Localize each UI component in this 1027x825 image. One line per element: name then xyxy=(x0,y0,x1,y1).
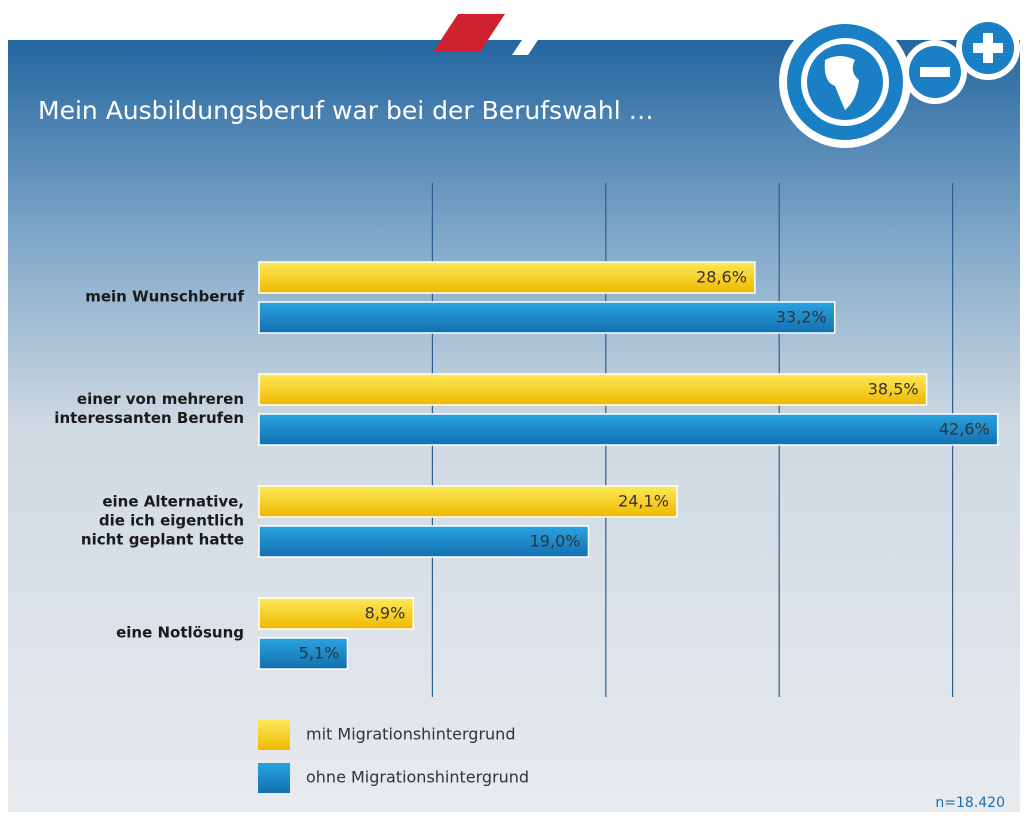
chart-title: Mein Ausbildungsberuf war bei der Berufs… xyxy=(38,96,654,125)
bar xyxy=(258,597,415,630)
category-label: eine Notlösung xyxy=(116,623,244,642)
bar xyxy=(258,301,836,334)
legend-label: ohne Migrationshintergrund xyxy=(306,768,529,787)
bar xyxy=(258,485,678,518)
bar xyxy=(258,525,590,558)
category-label: eine Alternative, die ich eigentlich nic… xyxy=(80,492,244,549)
value-label: 33,2% xyxy=(776,308,827,327)
category-label: einer von mehreren interessanten Berufen xyxy=(54,390,244,427)
note: n=18.420 xyxy=(935,795,1005,811)
value-label: 5,1% xyxy=(299,644,340,663)
value-label: 19,0% xyxy=(530,532,581,551)
value-label: 24,1% xyxy=(618,492,669,511)
category-label: mein Wunschberuf xyxy=(85,287,244,306)
accent xyxy=(433,14,505,52)
legend-swatch xyxy=(258,720,290,750)
legend-swatch xyxy=(258,763,290,793)
value-label: 8,9% xyxy=(365,604,406,623)
accent-gap xyxy=(512,40,538,55)
value-label: 28,6% xyxy=(696,268,747,287)
bar xyxy=(258,637,349,670)
value-label: 42,6% xyxy=(939,420,990,439)
bar xyxy=(258,373,928,406)
bar xyxy=(258,413,999,446)
bar xyxy=(258,261,756,294)
logo xyxy=(779,16,1020,148)
value-label: 38,5% xyxy=(868,380,919,399)
legend-label: mit Migrationshintergrund xyxy=(306,725,515,744)
